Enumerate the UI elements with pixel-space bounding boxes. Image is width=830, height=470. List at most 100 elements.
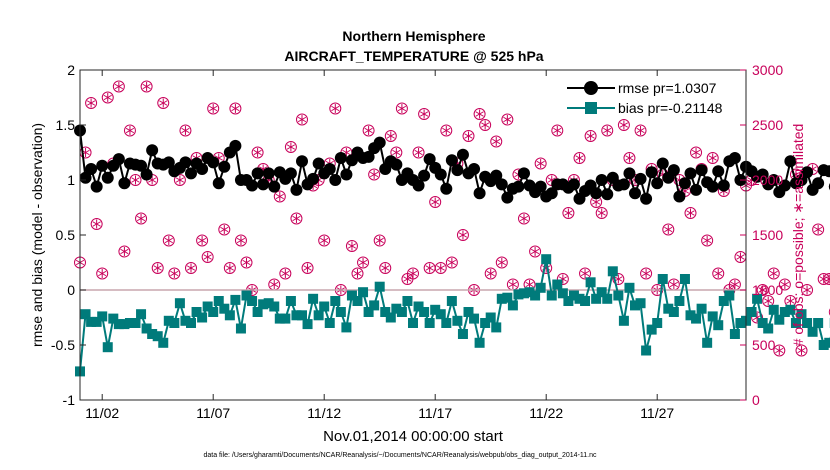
- obs-assimilated-stroke: [730, 281, 740, 288]
- rmse-point: [179, 156, 192, 169]
- obs-assimilated-marker: [397, 104, 407, 113]
- rmse-point: [362, 150, 375, 163]
- obs-possible-marker: [129, 174, 142, 186]
- obs-possible-marker: [223, 262, 236, 274]
- bias-point: [230, 294, 241, 305]
- bias-point: [602, 293, 613, 304]
- rmse-point: [512, 180, 525, 193]
- obs-assimilated-marker: [197, 236, 207, 245]
- obs-possible-marker: [290, 212, 303, 225]
- obs-assimilated-marker: [536, 159, 545, 168]
- bias-point: [274, 313, 285, 324]
- obs-assimilated-stroke: [508, 281, 518, 288]
- rmse-point: [629, 187, 641, 200]
- obs-possible-marker: [706, 152, 719, 164]
- obs-assimilated-stroke: [769, 270, 778, 277]
- obs-assimilated-stroke: [625, 155, 634, 161]
- rmse-point: [334, 152, 347, 164]
- y-right-tick-label: 500: [752, 337, 776, 353]
- x-tick-label: 11/22: [529, 405, 563, 421]
- rmse-point: [207, 156, 220, 169]
- obs-assimilated-stroke: [98, 270, 107, 277]
- obs-possible-marker: [518, 212, 530, 225]
- bias-point: [97, 311, 108, 322]
- obs-assimilated-marker: [636, 126, 645, 135]
- obs-assimilated-stroke: [664, 226, 673, 233]
- obs-assimilated-stroke: [392, 149, 401, 156]
- rmse-point: [329, 174, 342, 186]
- obs-possible-marker: [96, 267, 109, 280]
- obs-possible-marker: [412, 146, 425, 159]
- y-right-tick-label: 0: [752, 392, 760, 408]
- obs-assimilated-marker: [386, 131, 395, 141]
- obs-assimilated-marker: [708, 153, 717, 163]
- rmse-point: [251, 167, 264, 180]
- obs-assimilated-stroke: [92, 221, 101, 227]
- bias-point: [346, 290, 357, 301]
- obs-assimilated-stroke: [303, 265, 312, 271]
- obs-assimilated-marker: [797, 346, 806, 355]
- obs-possible-marker: [623, 152, 636, 164]
- obs-possible-marker: [562, 207, 575, 219]
- obs-possible-marker: [434, 262, 447, 274]
- obs-assimilated-marker: [270, 280, 279, 289]
- obs-assimilated-stroke: [814, 226, 823, 233]
- rmse-point: [434, 168, 447, 181]
- bias-series: [75, 254, 830, 377]
- bias-point: [341, 322, 352, 333]
- y-axis-left: -1 -0.5 0 0.5 1 1.5 2: [51, 62, 86, 408]
- rmse-point: [268, 180, 281, 193]
- obs-assimilated-marker: [530, 247, 540, 256]
- bias-point: [208, 307, 219, 317]
- obs-assimilated-stroke: [641, 270, 651, 277]
- obs-assimilated-stroke: [592, 199, 601, 205]
- obs-assimilated-marker: [575, 153, 584, 163]
- y-right-tick-label: 2000: [752, 172, 783, 188]
- obs-assimilated-stroke: [403, 276, 412, 282]
- obs-possible-marker: [529, 245, 542, 258]
- obs-assimilated-marker: [736, 252, 745, 262]
- obs-assimilated-marker: [703, 236, 712, 245]
- obs-assimilated-marker: [814, 225, 823, 234]
- rmse-point: [684, 167, 697, 180]
- rmse-point: [534, 180, 547, 193]
- rmse-point: [617, 178, 630, 191]
- obs-assimilated-stroke: [703, 237, 712, 244]
- bias-point: [269, 301, 280, 312]
- y-right-tick-label: 1500: [752, 227, 783, 243]
- rmse-point: [85, 163, 98, 175]
- obs-assimilated-marker: [486, 269, 495, 278]
- rmse-point: [473, 187, 486, 200]
- data-file-footer: data file: /Users/gharamti/Documents/NCA…: [203, 452, 597, 459]
- bias-point: [668, 307, 679, 317]
- rmse-point: [440, 182, 453, 195]
- bias-point: [752, 293, 763, 304]
- rmse-point: [412, 179, 425, 192]
- bias-point: [169, 318, 180, 328]
- obs-assimilated-marker: [458, 230, 468, 240]
- x-axis-label: Nov.01,2014 00:00:00 start: [323, 428, 504, 445]
- obs-possible-marker: [173, 174, 186, 186]
- obs-assimilated-stroke: [764, 298, 773, 304]
- rmse-point: [118, 177, 131, 190]
- obs-possible-marker: [123, 124, 136, 137]
- bias-point: [358, 287, 369, 298]
- obs-assimilated-stroke: [636, 127, 645, 134]
- obs-assimilated-stroke: [736, 254, 745, 260]
- obs-assimilated-stroke: [353, 270, 362, 277]
- y-right-tick-label: 1000: [752, 282, 783, 298]
- obs-possible-marker: [407, 267, 419, 280]
- obs-possible-marker: [812, 223, 825, 236]
- chart-subtitle: AIRCRAFT_TEMPERATURE @ 525 hPa: [284, 48, 543, 64]
- obs-possible-marker: [573, 152, 586, 164]
- x-axis: 11/02 11/07 11/12 11/17 11/22 11/27: [85, 70, 674, 421]
- rmse-point: [651, 177, 664, 190]
- obs-assimilated-marker: [758, 285, 767, 295]
- obs-assimilated-stroke: [231, 105, 240, 112]
- rmse-point: [656, 157, 669, 170]
- obs-assimilated-marker: [114, 82, 123, 91]
- obs-assimilated-marker: [553, 126, 562, 135]
- obs-assimilated-stroke: [802, 287, 812, 293]
- bias-point: [813, 318, 824, 328]
- obs-assimilated-marker: [281, 269, 290, 278]
